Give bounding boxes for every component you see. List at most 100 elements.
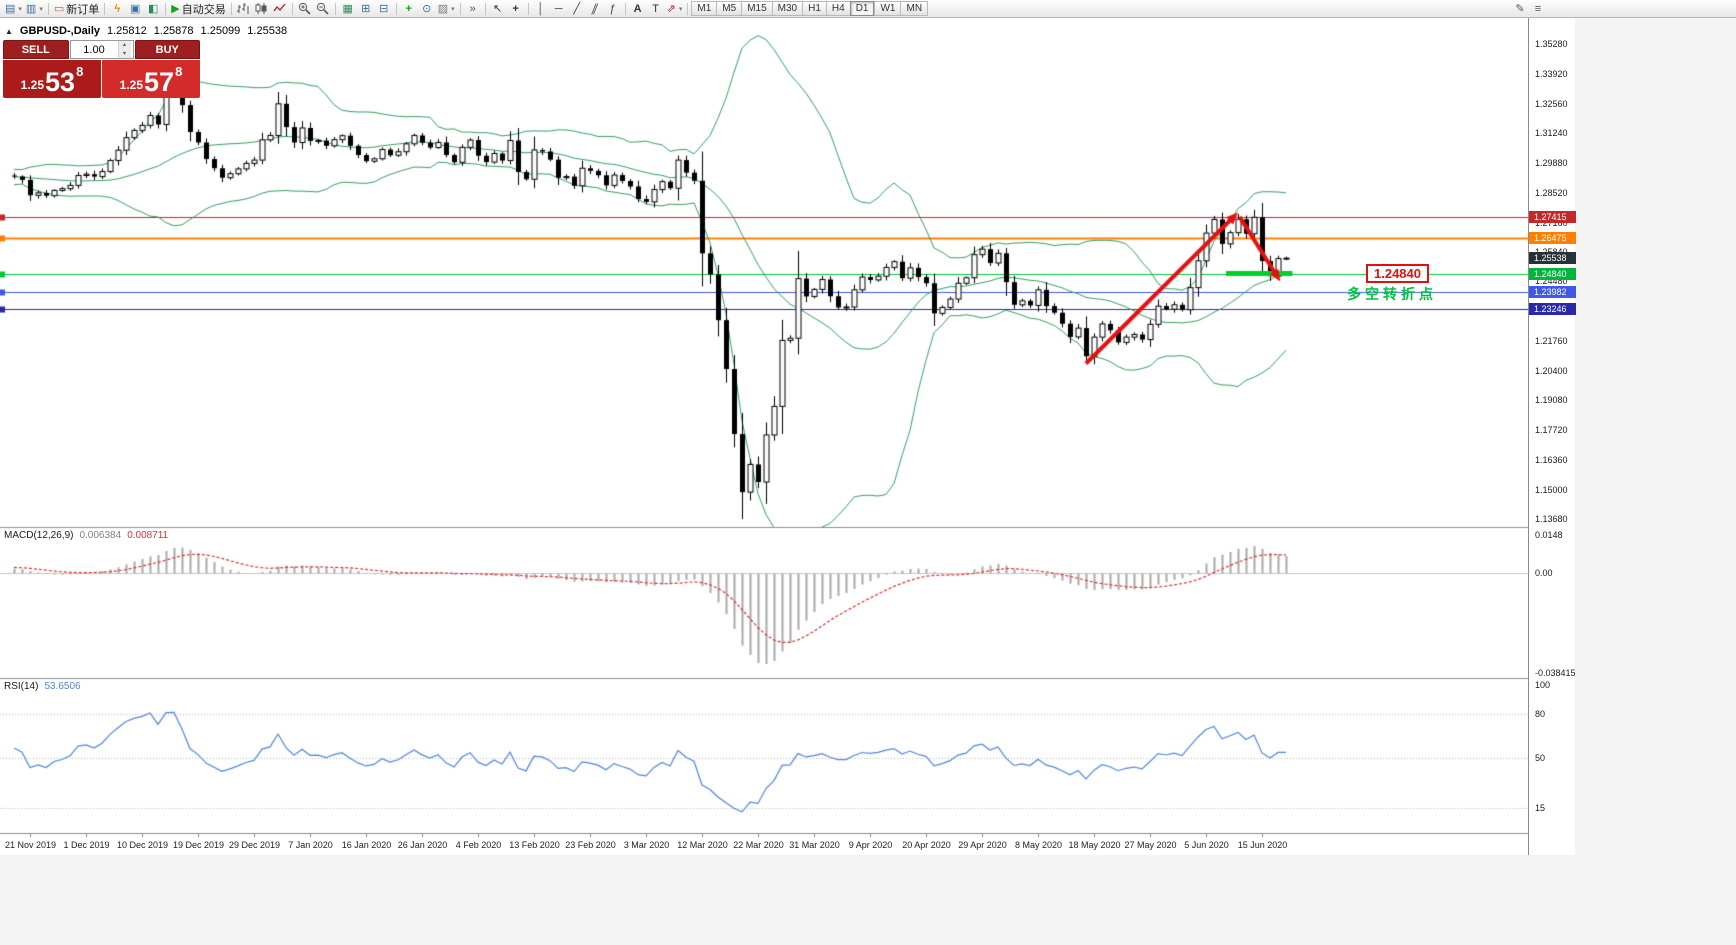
- timeframe-m5-button[interactable]: M5: [716, 1, 742, 16]
- buy-price-big: 57: [144, 67, 175, 97]
- crosshair-icon[interactable]: +: [507, 1, 525, 17]
- date-label: 21 Nov 2019: [4, 840, 57, 850]
- date-label: 5 Jun 2020: [1184, 840, 1229, 850]
- sell-button[interactable]: SELL: [3, 40, 69, 59]
- trendline-icon[interactable]: ╱: [568, 1, 586, 17]
- price-tag: 1.24840: [1529, 267, 1576, 280]
- indicators-icon[interactable]: +: [400, 1, 418, 17]
- date-label: 29 Apr 2020: [958, 840, 1007, 850]
- quick-edit-icon[interactable]: ✎: [1511, 1, 1529, 17]
- date-label: 22 Mar 2020: [733, 840, 784, 850]
- timeframe-m15-button[interactable]: M15: [741, 1, 772, 16]
- price-axis-label: 1.20400: [1535, 366, 1568, 377]
- volume-down-button[interactable]: ▾: [118, 49, 131, 58]
- buy-price-sup: 8: [175, 64, 183, 79]
- label-icon[interactable]: T: [647, 1, 665, 17]
- timeframe-h1-button[interactable]: H1: [802, 1, 826, 16]
- date-label: 20 Apr 2020: [902, 840, 951, 850]
- timeframe-m30-button[interactable]: M30: [771, 1, 803, 16]
- rsi-axis-label: 100: [1535, 680, 1551, 690]
- chart-window: ▲ GBPUSD-,Daily 1.25812 1.25878 1.25099 …: [0, 18, 1576, 855]
- cursor-icon[interactable]: ↖: [489, 1, 507, 17]
- expert-advisors-icon[interactable]: ϟ: [108, 1, 126, 17]
- timeframe-m1-button[interactable]: M1: [691, 1, 717, 16]
- symbol-marker-icon: ▲: [5, 26, 13, 36]
- macd-indicator-label: MACD(12,26,9) 0.006384 0.008711: [4, 530, 168, 541]
- ohlc-close: 1.25538: [247, 25, 288, 37]
- macd-axis-label: 0.0148: [1535, 530, 1563, 540]
- timeframe-w1-button[interactable]: W1: [874, 1, 901, 16]
- templates-icon[interactable]: ▨ ▾: [436, 1, 457, 17]
- object-list-icon[interactable]: ≡: [1529, 1, 1547, 17]
- timeframe-h4-button[interactable]: H4: [825, 1, 850, 16]
- cascade-windows-icon[interactable]: ⊞: [357, 1, 375, 17]
- rsi-value: 53.6506: [44, 681, 81, 692]
- arrange-windows-icon[interactable]: ⊟: [375, 1, 393, 17]
- chart-canvas[interactable]: [0, 18, 1528, 855]
- ohlc-high: 1.25878: [153, 25, 194, 37]
- fibonacci-icon[interactable]: ƒ: [604, 1, 622, 17]
- date-label: 27 May 2020: [1124, 840, 1177, 850]
- timeframe-d1-button[interactable]: D1: [849, 1, 875, 16]
- autotrade-button[interactable]: ▶ 自动交易: [169, 1, 227, 17]
- date-label: 26 Jan 2020: [397, 840, 448, 850]
- price-axis-label: 1.17720: [1535, 425, 1568, 436]
- price-axis-label: 1.35280: [1535, 38, 1568, 49]
- strategy-tester-icon[interactable]: ◧: [144, 1, 162, 17]
- arrows-tool-icon[interactable]: ⇗ ▾: [665, 1, 685, 17]
- macd-axis-label: 0.00: [1535, 568, 1553, 579]
- label-icon: T: [652, 2, 659, 15]
- vertical-line-icon: │: [537, 2, 545, 15]
- strategy-tester-icon: ◧: [148, 2, 159, 15]
- object-list-icon: ≡: [1534, 2, 1542, 15]
- chart-symbol-header: ▲ GBPUSD-,Daily 1.25812 1.25878 1.25099 …: [5, 25, 287, 37]
- expert-advisors-icon: ϟ: [114, 2, 121, 15]
- date-label: 13 Feb 2020: [509, 840, 560, 850]
- volume-stepper: ▴ ▾: [117, 41, 131, 58]
- line-chart-icon[interactable]: [271, 1, 289, 17]
- vertical-line-icon[interactable]: │: [532, 1, 550, 17]
- text-icon[interactable]: A: [629, 1, 647, 17]
- date-label: 10 Dec 2019: [116, 840, 169, 850]
- date-label: 7 Jan 2020: [288, 840, 333, 850]
- tile-windows-icon: ▦: [342, 2, 353, 15]
- symbol-title: GBPUSD-,Daily: [19, 25, 100, 37]
- bar-chart-icon[interactable]: [235, 1, 253, 17]
- zoom-out-icon[interactable]: [314, 1, 332, 17]
- volume-up-button[interactable]: ▴: [118, 41, 131, 50]
- chart-profiles-icon[interactable]: ▥ ▾: [24, 1, 45, 17]
- channel-icon[interactable]: ∥: [586, 1, 604, 17]
- timeframe-mn-button[interactable]: MN: [900, 1, 929, 16]
- price-annotation-label[interactable]: 1.24840: [1366, 264, 1429, 283]
- price-axis-label: 1.28520: [1535, 187, 1568, 198]
- rsi-axis-label: 15: [1535, 803, 1546, 814]
- price-axis-label: 1.25840: [1535, 247, 1568, 257]
- volume-input[interactable]: [70, 41, 118, 58]
- new-order-button[interactable]: ▭ 新订单: [52, 1, 101, 17]
- buy-button[interactable]: BUY: [134, 40, 200, 59]
- trade-panel-prices: 1.25 53 8 1.25 57 8: [3, 60, 200, 98]
- turning-point-annotation[interactable]: 多空转折点: [1347, 286, 1437, 302]
- tile-windows-icon[interactable]: ▦: [339, 1, 357, 17]
- new-chart-icon: ▤: [5, 2, 16, 15]
- sell-price-button[interactable]: 1.25 53 8: [3, 60, 101, 98]
- chevron-more-icon[interactable]: »: [464, 1, 482, 17]
- ohlc-low: 1.25099: [200, 25, 241, 37]
- candlestick-chart-icon[interactable]: [253, 1, 271, 17]
- date-label: 4 Feb 2020: [455, 840, 502, 850]
- horizontal-line-icon[interactable]: ─: [550, 1, 568, 17]
- new-order-button: ▭: [53, 2, 65, 15]
- periods-icon[interactable]: ⊙: [418, 1, 436, 17]
- date-label: 8 May 2020: [1014, 840, 1063, 850]
- macd-title: MACD(12,26,9): [4, 530, 74, 541]
- price-axis: 1.35280 1.33920 1.32560 1.31240 1.29880 1.285…: [1528, 18, 1576, 855]
- new-chart-icon[interactable]: ▤ ▾: [3, 1, 24, 17]
- chevron-more-icon: »: [469, 2, 476, 15]
- one-click-trading-panel: SELL ▴ ▾ BUY 1.25 53 8 1.25: [3, 40, 200, 98]
- price-tag: 1.27415: [1529, 210, 1576, 223]
- date-label: 19 Dec 2019: [172, 840, 225, 850]
- date-label: 23 Feb 2020: [565, 840, 616, 850]
- market-watch-icon[interactable]: ▣: [126, 1, 144, 17]
- buy-price-button[interactable]: 1.25 57 8: [102, 60, 200, 98]
- zoom-in-icon[interactable]: [296, 1, 314, 17]
